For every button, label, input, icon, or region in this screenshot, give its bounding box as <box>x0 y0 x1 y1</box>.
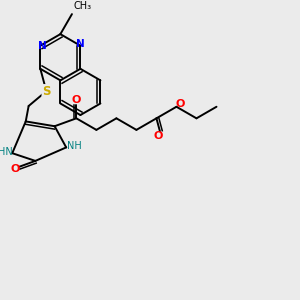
Text: CH₃: CH₃ <box>74 1 92 11</box>
Text: HN: HN <box>0 147 13 157</box>
Text: O: O <box>153 131 163 141</box>
Text: O: O <box>176 99 185 109</box>
Text: NH: NH <box>67 142 81 152</box>
Text: N: N <box>76 39 85 49</box>
Text: N: N <box>38 41 47 51</box>
Text: O: O <box>72 95 81 105</box>
Text: S: S <box>42 85 51 98</box>
Text: O: O <box>11 164 20 174</box>
